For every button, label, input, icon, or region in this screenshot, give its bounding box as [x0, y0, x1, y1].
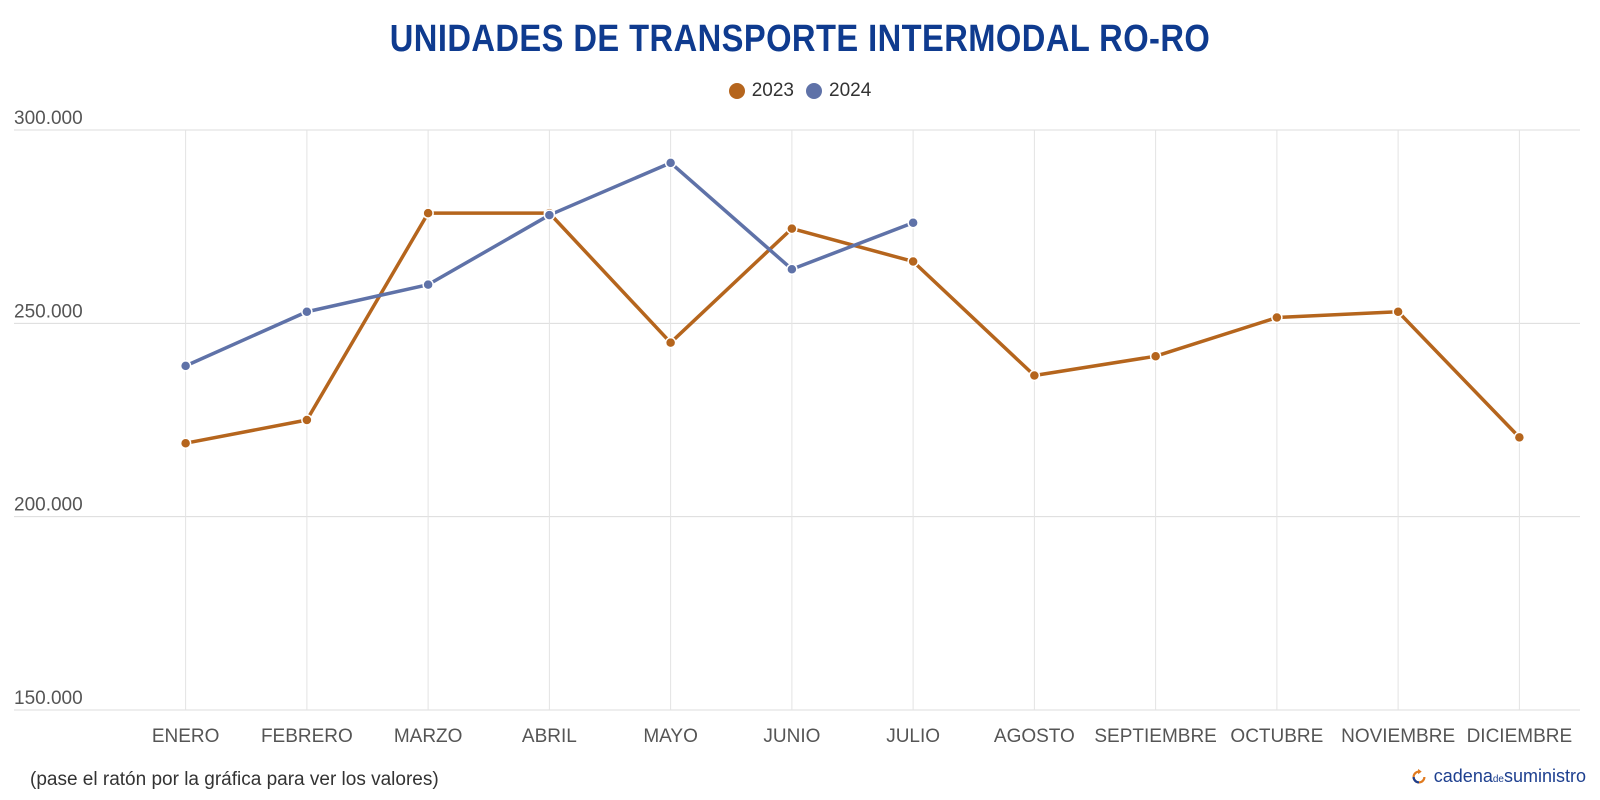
x-tick-label: SEPTIEMBRE [1094, 726, 1216, 747]
y-tick-label: 300.000 [14, 108, 83, 129]
legend: 2023 2024 [0, 80, 1600, 102]
data-point-2024[interactable] [786, 263, 798, 275]
legend-label-2024: 2024 [829, 80, 872, 101]
data-point-2023[interactable] [1149, 350, 1162, 362]
brand-name-part1: cadena [1433, 766, 1493, 786]
data-point-2023[interactable] [422, 207, 434, 219]
y-tick-label: 150.000 [14, 688, 83, 709]
x-tick-label: JUNIO [763, 726, 820, 747]
x-tick-label: ENERO [152, 726, 220, 747]
data-point-2023[interactable] [1271, 311, 1283, 324]
x-tick-label: MAYO [643, 726, 698, 747]
legend-item-2024[interactable]: 2024 [806, 80, 871, 102]
chart-title: UNIDADES DE TRANSPORTE INTERMODAL RO-RO [389, 18, 1211, 60]
data-point-2024[interactable] [543, 209, 556, 221]
y-tick-label: 200.000 [14, 495, 83, 516]
data-point-2023[interactable] [1392, 305, 1404, 318]
x-tick-label: NOVIEMBRE [1341, 726, 1455, 747]
refresh-arrows-icon [1412, 768, 1426, 783]
footnote: (pase el ratón por la gráfica para ver l… [30, 769, 439, 790]
x-tick-label: MARZO [394, 726, 463, 747]
data-point-2024[interactable] [664, 157, 677, 169]
legend-item-2023[interactable]: 2023 [728, 80, 794, 102]
data-point-2023[interactable] [664, 336, 677, 349]
brand-logo: cadenadesuministro [1410, 766, 1586, 787]
legend-swatch-2023 [728, 83, 745, 99]
data-point-2023[interactable] [1513, 431, 1526, 444]
data-point-2023[interactable] [907, 255, 919, 268]
y-tick-label: 250.000 [14, 301, 83, 322]
data-point-2023[interactable] [1028, 369, 1041, 382]
x-tick-label: ABRIL [522, 726, 577, 747]
data-point-2024[interactable] [422, 278, 434, 291]
data-point-2023[interactable] [301, 414, 313, 426]
legend-label-2023: 2023 [751, 80, 794, 101]
legend-swatch-2024 [806, 83, 822, 99]
data-point-2024[interactable] [907, 217, 919, 229]
x-tick-label: AGOSTO [994, 726, 1075, 747]
data-point-2023[interactable] [786, 222, 798, 235]
data-point-2024[interactable] [301, 305, 313, 318]
x-tick-label: DICIEMBRE [1467, 726, 1573, 747]
data-point-2024[interactable] [179, 360, 192, 372]
x-tick-label: FEBRERO [261, 726, 353, 747]
brand-name-small: de [1492, 774, 1504, 785]
brand-name-part2: suministro [1503, 766, 1586, 786]
x-tick-label: OCTUBRE [1230, 726, 1323, 747]
x-tick-label: JULIO [886, 726, 940, 747]
data-point-2023[interactable] [179, 437, 192, 449]
